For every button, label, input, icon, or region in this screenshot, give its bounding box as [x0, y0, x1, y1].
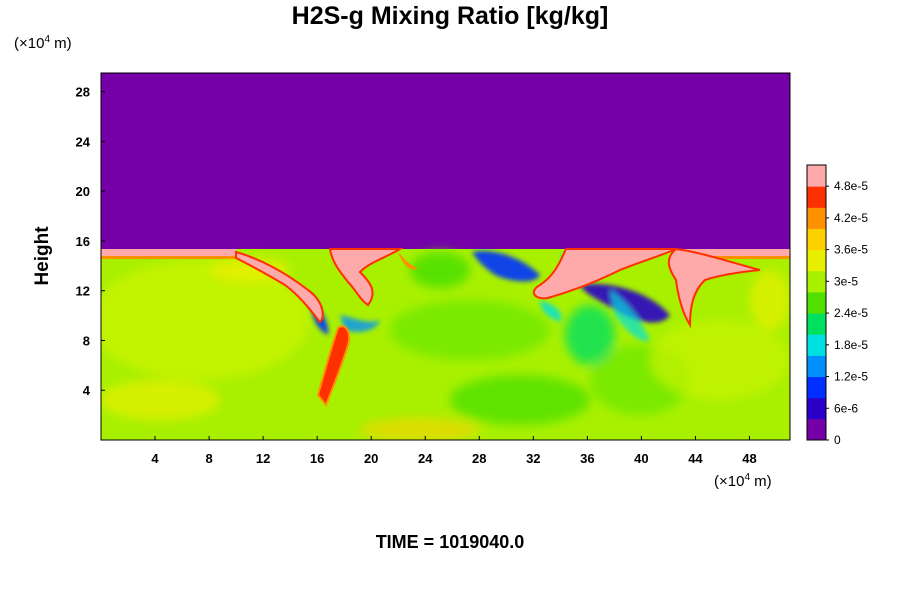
y-tick-label: 8 [83, 333, 90, 348]
low-value-band [540, 300, 562, 322]
low-value-band [472, 250, 540, 282]
colorbar-tick-label: 4.2e-5 [834, 211, 868, 225]
colorbar-band [807, 165, 826, 187]
colorbar-tick-label: 1.2e-5 [834, 370, 868, 384]
colorbar-tick-label: 0 [834, 433, 841, 447]
interface-layer [676, 249, 790, 256]
colorbar-band [807, 207, 826, 229]
field-patch [450, 375, 590, 425]
chart-title: H2S-g Mixing Ratio [kg/kg] [291, 2, 609, 30]
colorbar-band [807, 186, 826, 208]
colorbar-band [807, 313, 826, 335]
colorbar-tick-label: 2.4e-5 [834, 306, 868, 320]
high-value-plumes [235, 247, 761, 407]
colorbar-band [807, 397, 826, 420]
y-axis-ticks: 4 8 12 16 20 24 28 [76, 85, 105, 398]
plume [328, 248, 404, 307]
x-axis-ticks: 4 8 12 16 20 24 28 32 36 40 44 48 [151, 436, 757, 466]
x-tick-label: 36 [580, 451, 594, 466]
colorbar-band [807, 334, 826, 356]
colorbar-band [807, 291, 826, 314]
colorbar-tick-label: 1.8e-5 [834, 338, 868, 352]
field-patch [565, 305, 615, 365]
x-tick-label: 4 [151, 451, 159, 466]
x-tick-label: 24 [418, 451, 433, 466]
low-value-band [610, 290, 650, 341]
y-tick-label: 24 [76, 134, 91, 149]
field-patch [101, 260, 310, 380]
y-axis-unit: (×104 m) [14, 34, 72, 52]
x-tick-label: 32 [526, 451, 540, 466]
plot-frame [100, 72, 791, 441]
colorbar-band [807, 376, 826, 399]
interface-layer [676, 256, 790, 259]
x-tick-label: 40 [634, 451, 648, 466]
colorbar-tick-label: 3e-5 [834, 274, 858, 288]
interface-layer [101, 256, 236, 259]
field-patch [750, 270, 790, 330]
plume [667, 247, 761, 329]
colorbar-band [807, 270, 826, 293]
colorbar-band [807, 355, 826, 378]
x-tick-label: 48 [742, 451, 756, 466]
x-tick-label: 16 [310, 451, 324, 466]
plume [398, 252, 418, 270]
field-patch [101, 380, 220, 420]
x-axis-unit: (×104 m) [714, 472, 772, 490]
time-label: TIME = 1019040.0 [375, 532, 525, 552]
x-tick-label: 44 [688, 451, 703, 466]
y-tick-label: 28 [76, 85, 90, 100]
colorbar: 0 6e-6 1.2e-5 1.8e-5 2.4e-5 3e-5 3.6e-5 4.2e-5 4… [806, 164, 868, 447]
colorbar-tick-label: 3.6e-5 [834, 243, 868, 257]
heatmap-field [101, 73, 790, 440]
field-patch [650, 320, 790, 400]
field-patch [360, 418, 480, 440]
y-tick-label: 20 [76, 184, 90, 199]
colorbar-band [807, 249, 826, 272]
upper-uniform-region [101, 73, 790, 249]
colorbar-band [807, 418, 826, 441]
plume [532, 248, 677, 300]
colorbar-tick-label: 4.8e-5 [834, 179, 868, 193]
plume [235, 250, 324, 324]
y-tick-label: 16 [76, 234, 90, 249]
field-patch [390, 300, 550, 360]
interface-layer [101, 249, 236, 256]
low-value-band [340, 315, 380, 332]
colorbar-frame [806, 164, 827, 441]
colorbar-band [807, 228, 826, 251]
colorbar-tick-label: 6e-6 [834, 401, 858, 415]
x-tick-label: 8 [205, 451, 212, 466]
x-tick-label: 12 [256, 451, 270, 466]
y-tick-label: 12 [76, 284, 90, 299]
field-patch [410, 252, 470, 288]
y-tick-label: 4 [83, 383, 91, 398]
x-tick-label: 28 [472, 451, 486, 466]
plume [316, 325, 351, 407]
x-tick-label: 20 [364, 451, 378, 466]
